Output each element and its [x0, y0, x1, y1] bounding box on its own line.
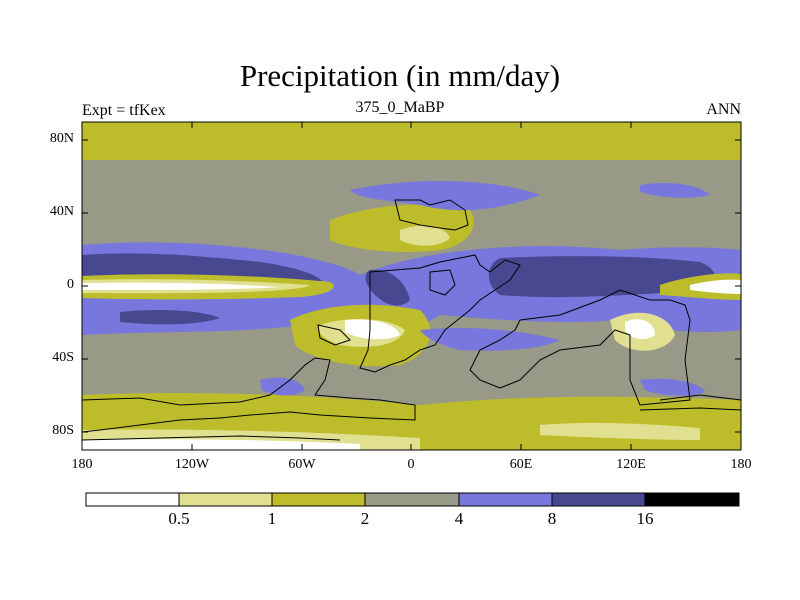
- y-tick-label: 40S: [52, 350, 74, 365]
- x-tick-label: 180: [71, 457, 93, 472]
- colorbar-label: 8: [547, 509, 557, 528]
- x-tick-label: 120E: [616, 457, 646, 472]
- y-tick-label: 80N: [49, 131, 74, 146]
- season-label: ANN: [706, 101, 741, 118]
- colorbar: [85, 492, 740, 507]
- x-tick-label: 60W: [288, 457, 316, 472]
- colorbar-label: 4: [454, 509, 464, 528]
- experiment-label: Expt = tfKex: [82, 102, 166, 119]
- time-label: 375_0_MaBP: [355, 99, 445, 116]
- colorbar-label: 2: [360, 509, 370, 528]
- colorbar-label: 1: [267, 509, 277, 528]
- x-tick-label: 0: [407, 457, 415, 472]
- y-tick-label: 80S: [52, 423, 74, 438]
- x-tick-label: 60E: [509, 457, 533, 472]
- colorbar-label: 0.5: [168, 509, 190, 528]
- map-title: Precipitation (in mm/day): [239, 58, 561, 93]
- y-tick-label: 0: [67, 277, 74, 292]
- x-tick-label: 120W: [174, 457, 210, 472]
- colorbar-label: 16: [636, 509, 654, 528]
- x-tick-label: 180: [730, 457, 752, 472]
- y-tick-label: 40N: [49, 204, 74, 219]
